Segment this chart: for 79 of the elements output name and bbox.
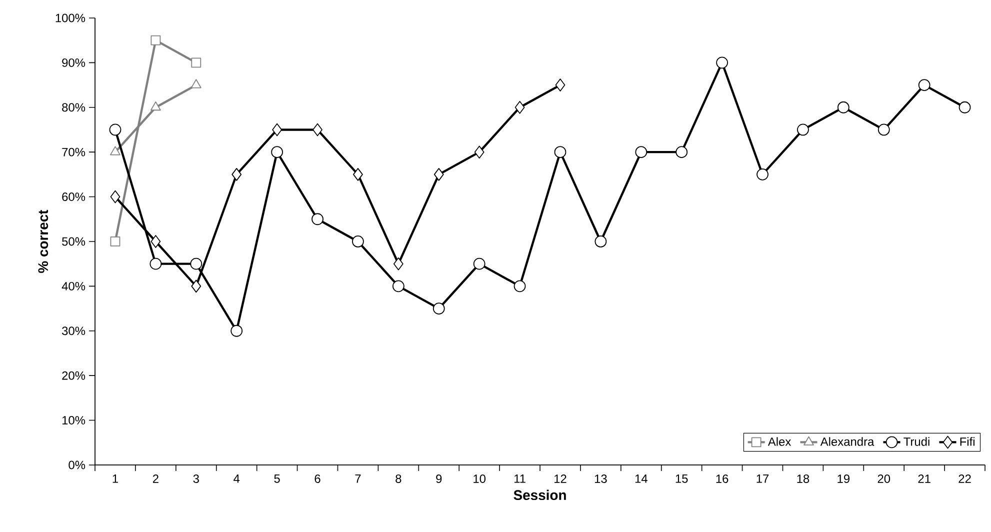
x-tick-label: 8: [396, 474, 402, 483]
y-tick-label: 0%: [68, 460, 86, 470]
x-tick-label: 16: [716, 474, 728, 483]
x-tick-label: 19: [838, 474, 850, 483]
x-tick-label: 10: [474, 474, 486, 483]
legend-label: Trudi: [904, 437, 930, 446]
x-tick-label: 5: [274, 474, 280, 483]
point: [110, 190, 120, 204]
point: [191, 280, 202, 293]
point: [352, 236, 364, 248]
x-tick-label: 21: [918, 474, 930, 483]
x-tick-label: 1: [112, 474, 118, 483]
point: [797, 124, 809, 136]
point: [150, 235, 161, 248]
x-tick-label: 2: [152, 474, 158, 483]
point: [555, 78, 566, 92]
x-tick-label: 18: [797, 474, 810, 483]
x-tick-label: 3: [193, 474, 199, 483]
y-tick-label: 100%: [56, 14, 86, 22]
point: [918, 79, 930, 91]
x-tick-label: 14: [635, 474, 648, 483]
point: [554, 146, 566, 158]
point: [432, 302, 445, 314]
y-tick-label: 30%: [62, 326, 86, 336]
x-tick-label: 20: [878, 474, 890, 483]
point: [271, 146, 284, 158]
point: [150, 35, 161, 46]
point: [594, 236, 607, 248]
y-tick-label: 80%: [62, 103, 86, 112]
x-tick-label: 6: [314, 474, 320, 483]
point: [676, 146, 688, 158]
y-tick-label: 40%: [62, 282, 86, 290]
x-tick-label: 11: [514, 474, 526, 483]
y-tick-label: 20%: [62, 371, 86, 380]
point: [232, 168, 242, 181]
point: [191, 58, 202, 68]
point: [474, 146, 484, 159]
point: [635, 146, 648, 158]
point: [434, 168, 444, 181]
point: [514, 280, 526, 292]
legend-label: Fifi: [960, 437, 974, 446]
x-tick-label: 4: [234, 474, 240, 483]
point: [756, 168, 768, 180]
x-tick-label: 7: [355, 474, 361, 483]
y-tick-label: 50%: [62, 237, 86, 246]
y-axis-title: % correct: [38, 210, 48, 273]
point: [272, 123, 282, 136]
x-axis-title: Session: [514, 490, 566, 500]
x-tick-label: 22: [958, 474, 971, 483]
point: [110, 236, 120, 246]
point: [230, 324, 243, 337]
x-tick-label: 12: [554, 474, 566, 483]
point: [392, 280, 404, 292]
y-tick-label: 90%: [62, 58, 86, 67]
point: [958, 101, 971, 114]
y-tick-label: 60%: [62, 192, 86, 202]
point: [353, 168, 363, 181]
point: [190, 79, 202, 88]
point: [150, 101, 161, 111]
point: [837, 101, 850, 114]
point: [473, 258, 486, 270]
point: [190, 258, 202, 270]
x-tick-label: 15: [676, 474, 688, 483]
legend-label: Alex: [768, 437, 792, 446]
point: [110, 146, 120, 156]
point: [393, 257, 404, 270]
point: [716, 56, 728, 69]
legend-label: Alexandra: [820, 437, 874, 446]
x-tick-label: 13: [594, 474, 607, 483]
point: [109, 124, 122, 136]
point: [312, 213, 324, 226]
point: [514, 100, 525, 114]
x-tick-label: 17: [756, 474, 769, 483]
x-tick-label: 9: [436, 474, 442, 483]
point: [878, 124, 890, 136]
point: [150, 258, 162, 270]
y-tick-label: 10%: [62, 416, 86, 425]
point: [312, 123, 322, 136]
y-tick-label: 70%: [62, 148, 86, 156]
